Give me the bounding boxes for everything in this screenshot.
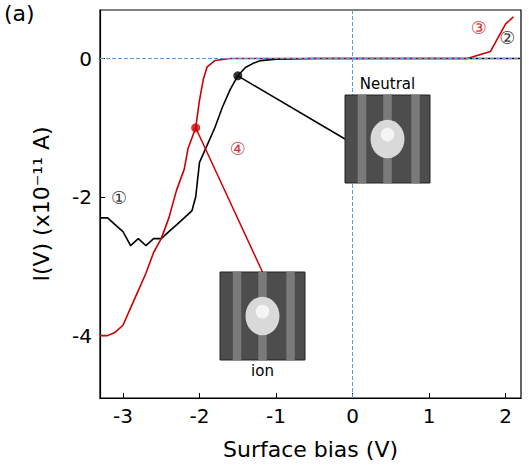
svg-text:I(V) (x10⁻¹¹ A): I(V) (x10⁻¹¹ A) <box>29 126 54 281</box>
svg-text:Surface bias (V): Surface bias (V) <box>223 437 398 462</box>
svg-text:(a): (a) <box>4 1 35 26</box>
svg-text:0: 0 <box>79 47 92 71</box>
svg-text:②: ② <box>499 27 515 48</box>
svg-text:-3: -3 <box>113 404 133 428</box>
svg-text:③: ③ <box>471 17 487 38</box>
svg-text:④: ④ <box>230 138 246 159</box>
svg-text:Neutral: Neutral <box>360 75 415 93</box>
svg-text:0: 0 <box>346 404 359 428</box>
svg-text:-1: -1 <box>266 404 286 428</box>
svg-text:1: 1 <box>423 404 436 428</box>
svg-text:2: 2 <box>499 404 512 428</box>
svg-text:-4: -4 <box>72 324 92 348</box>
svg-text:①: ① <box>111 187 127 208</box>
svg-text:-2: -2 <box>190 404 210 428</box>
svg-text:-2: -2 <box>72 185 92 209</box>
svg-text:ion: ion <box>251 362 274 380</box>
